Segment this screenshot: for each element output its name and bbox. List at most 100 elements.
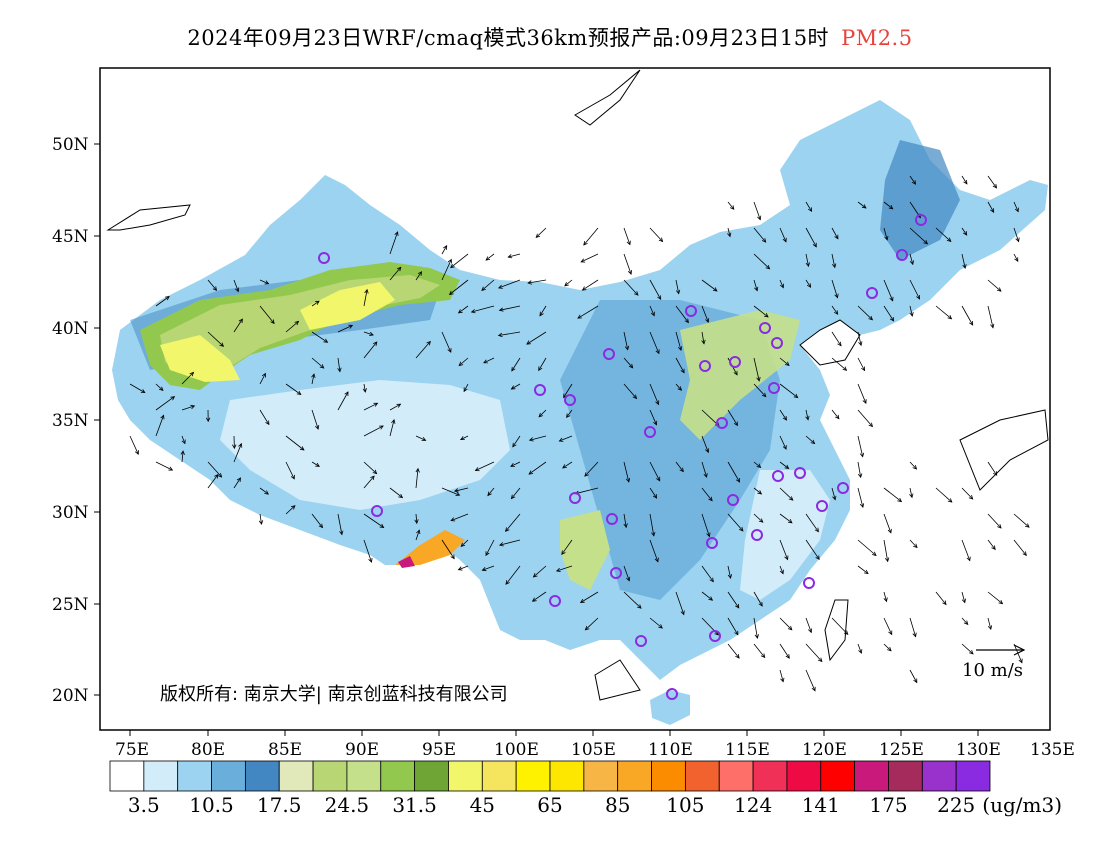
wind-vector	[675, 357, 685, 374]
wind-vector	[561, 539, 573, 556]
colorbar: 3.5 10.5 17.5 24.5 31.5 45 65 85 105 124 141 175 225…	[109, 760, 1062, 817]
wind-vector	[558, 435, 573, 442]
wind-vector	[805, 201, 813, 213]
wind-vector	[987, 591, 1004, 605]
city-stations	[318, 214, 927, 700]
wind-vector	[701, 565, 714, 583]
wind-vector	[498, 305, 521, 312]
colorbar-swatch	[718, 760, 754, 792]
colorbar-swatch	[143, 760, 179, 792]
colorbar-swatch	[380, 760, 416, 792]
wind-vector	[623, 253, 632, 275]
wind-vector	[779, 539, 789, 561]
wind-vector	[831, 227, 839, 240]
wind-vector	[701, 331, 706, 345]
wind-vector	[649, 461, 661, 482]
wind-vector	[753, 461, 762, 468]
station-marker	[549, 595, 561, 607]
map-frame	[99, 67, 1051, 731]
wind-vector	[510, 383, 521, 390]
wind-vector	[207, 461, 223, 478]
wind-vector	[805, 279, 812, 288]
lon-tick-label: 115E	[725, 740, 770, 760]
wind-vector	[961, 617, 969, 626]
wind-vector	[649, 539, 659, 563]
colorbar-label: 3.5	[128, 793, 160, 817]
wind-vector	[779, 435, 787, 450]
wind-vector	[727, 617, 739, 636]
wind-vector	[497, 331, 521, 338]
wind-vector	[363, 461, 378, 475]
title-species: PM2.5	[841, 26, 913, 50]
wind-vector	[457, 305, 469, 314]
wind-vector	[831, 487, 837, 501]
wind-vector	[207, 279, 218, 291]
station-marker	[635, 635, 647, 647]
wind-vector	[649, 617, 663, 629]
colorbar-swatch	[921, 760, 957, 792]
wind-vector	[532, 565, 547, 578]
wind-vector	[909, 539, 918, 549]
wind-vector	[857, 643, 863, 654]
wind-vector	[701, 305, 710, 324]
wind-vector	[909, 227, 929, 245]
wind-vector	[727, 227, 732, 238]
wind-vector	[753, 279, 759, 292]
wind-vector	[497, 279, 521, 289]
chart-title: 2024年09月23日WRF/cmaq模式36km预报产品:09月23日15时 P…	[0, 22, 1100, 52]
wind-vector	[831, 409, 840, 420]
wind-vector	[909, 669, 918, 684]
colorbar-swatch	[448, 760, 483, 792]
station-marker	[685, 305, 697, 317]
colorbar-label: 141	[802, 793, 840, 817]
wind-vector	[675, 591, 685, 616]
station-marker	[706, 537, 718, 549]
station-marker	[318, 252, 330, 264]
wind-vector	[831, 331, 842, 347]
wind-vector	[831, 305, 839, 315]
station-marker	[371, 505, 383, 517]
wind-vector	[531, 591, 547, 602]
wind-vector	[909, 279, 920, 300]
wind-vector	[337, 513, 344, 536]
wind-vector	[363, 425, 384, 437]
colorbar-label: 225	[937, 793, 975, 817]
wind-vector	[623, 565, 631, 582]
wind-vector	[389, 403, 402, 411]
colorbar-swatch	[312, 760, 348, 792]
wind-vector	[883, 513, 892, 534]
wind-vector	[961, 175, 968, 185]
wind-vector	[727, 565, 732, 579]
wind-vector	[935, 227, 952, 242]
wind-vector	[831, 617, 849, 636]
wind-vector	[458, 357, 469, 367]
region-yellow-taklimakan	[160, 282, 395, 382]
wind-vector	[311, 409, 320, 430]
wind-vector	[580, 253, 599, 263]
station-marker	[768, 382, 780, 394]
wind-vector	[155, 414, 165, 437]
wind-vector	[389, 266, 402, 281]
wind-vector	[233, 442, 243, 463]
wind-vector	[207, 331, 225, 347]
colorbar-swatch	[583, 760, 619, 792]
lon-tick-label: 120E	[802, 740, 847, 760]
wind-vector	[675, 331, 683, 352]
wind-vector	[483, 357, 495, 364]
wind-vector	[649, 279, 662, 301]
station-marker	[644, 426, 656, 438]
lat-tick-label: 50N	[52, 135, 89, 155]
wind-vector	[205, 409, 211, 423]
wind-vector	[285, 505, 296, 515]
colorbar-swatch	[211, 760, 246, 792]
wind-vector	[505, 513, 521, 532]
wind-vector	[481, 565, 495, 572]
station-marker	[866, 287, 878, 299]
wind-vector	[485, 253, 495, 261]
wind-vector	[526, 331, 547, 345]
wind-vector	[259, 372, 266, 385]
wind-vector	[485, 539, 495, 557]
wind-vector	[701, 487, 713, 502]
colorbar-swatch	[651, 760, 686, 792]
